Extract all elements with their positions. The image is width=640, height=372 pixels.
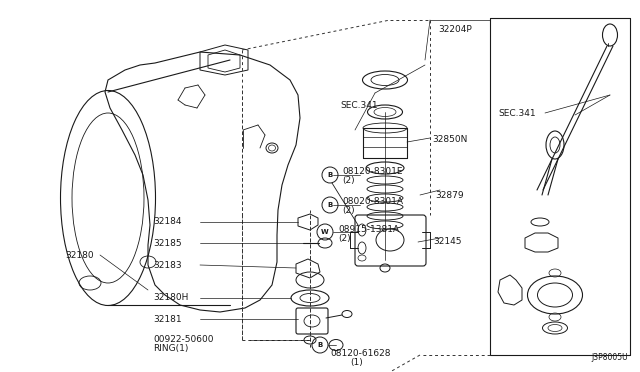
Text: (2): (2) (338, 234, 351, 243)
Text: 08020-8301A: 08020-8301A (342, 198, 403, 206)
Text: W: W (321, 229, 329, 235)
Text: 00922-50600: 00922-50600 (153, 336, 214, 344)
Text: (1): (1) (350, 357, 363, 366)
Text: 32180: 32180 (65, 250, 93, 260)
Text: (2): (2) (342, 176, 355, 185)
Text: 32204P: 32204P (438, 26, 472, 35)
Text: SEC.341: SEC.341 (340, 100, 378, 109)
Text: 32145: 32145 (433, 237, 461, 247)
Text: B: B (328, 202, 333, 208)
Text: (2): (2) (342, 205, 355, 215)
Text: 32184: 32184 (153, 218, 182, 227)
Text: 08120-61628: 08120-61628 (330, 350, 390, 359)
Text: SEC.341: SEC.341 (498, 109, 536, 118)
Text: 08120-8301E: 08120-8301E (342, 167, 403, 176)
Text: 08915-1381A: 08915-1381A (338, 225, 399, 234)
Text: 32183: 32183 (153, 260, 182, 269)
Text: 32850N: 32850N (432, 135, 467, 144)
Text: B: B (328, 172, 333, 178)
Text: 32879: 32879 (435, 190, 463, 199)
Text: J3P8005U: J3P8005U (591, 353, 628, 362)
Text: 32185: 32185 (153, 238, 182, 247)
Text: 32180H: 32180H (153, 294, 188, 302)
Text: 32181: 32181 (153, 314, 182, 324)
Text: B: B (317, 342, 323, 348)
Text: RING(1): RING(1) (153, 344, 188, 353)
